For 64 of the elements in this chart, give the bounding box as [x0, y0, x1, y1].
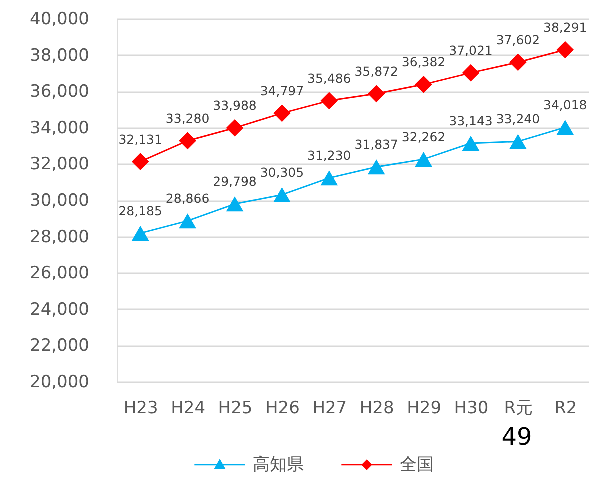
y-tick-label: 22,000: [30, 336, 90, 356]
legend-label: 高知県: [253, 455, 304, 475]
point: [368, 160, 386, 175]
data-label: 32,131: [118, 132, 162, 147]
x-tick-label: H26: [265, 398, 300, 418]
x-tick-label: H28: [360, 398, 394, 418]
x-tick-label: H24: [171, 398, 206, 418]
data-label: 36,382: [402, 54, 446, 70]
y-tick-label: 28,000: [30, 227, 90, 248]
point: [368, 85, 386, 103]
point: [556, 41, 574, 59]
y-tick-label: 26,000: [30, 264, 90, 284]
data-label: 29,798: [213, 174, 257, 190]
y-tick-label: 24,000: [30, 300, 90, 320]
x-tick-label: H25: [218, 398, 253, 418]
data-label: 28,185: [118, 203, 162, 218]
data-label: 34,018: [544, 98, 588, 113]
x-tick-label: H23: [124, 398, 158, 418]
data-label: 38,291: [544, 20, 588, 36]
point: [132, 153, 150, 170]
x-tick-label: H27: [312, 398, 348, 418]
data-label: 28,866: [166, 191, 210, 206]
point: [179, 214, 196, 229]
data-label: 33,240: [496, 112, 540, 127]
point: [462, 64, 480, 82]
point: [226, 196, 244, 212]
x-tick-label: R元: [504, 398, 534, 418]
data-label: 31,230: [308, 148, 352, 164]
point: [510, 54, 527, 72]
y-tick-label: 36,000: [30, 82, 90, 102]
data-label: 37,021: [449, 43, 493, 58]
data-label: 34,797: [260, 83, 304, 98]
point: [510, 134, 527, 150]
point: [462, 136, 480, 151]
point: [415, 152, 432, 167]
x-tick-label: R2: [554, 398, 578, 418]
point: [274, 187, 291, 202]
x-tick-label: H29: [407, 398, 442, 418]
y-tick-label: 34,000: [30, 118, 90, 138]
point: [274, 104, 291, 122]
point: [320, 170, 338, 186]
legend-label: 全国: [400, 455, 434, 475]
y-tick-label: 40,000: [30, 10, 90, 30]
point: [415, 76, 432, 94]
point: [556, 120, 574, 136]
y-tick-label: 38,000: [30, 46, 90, 66]
y-tick-label: 30,000: [30, 191, 90, 211]
data-label: 32,262: [402, 129, 446, 144]
point: [179, 132, 196, 150]
data-label: 33,280: [166, 110, 210, 126]
data-label: 33,988: [213, 98, 257, 114]
y-tick-label: 32,000: [30, 154, 90, 175]
data-label: 35,486: [308, 70, 352, 86]
point: [320, 92, 338, 110]
y-tick-label: 20,000: [30, 372, 90, 392]
point: [226, 119, 244, 137]
data-label: 33,143: [449, 113, 493, 128]
x-tick-label: H30: [454, 398, 489, 418]
data-label: 31,837: [354, 137, 398, 152]
data-label: 30,305: [260, 164, 304, 180]
data-label: 37,602: [496, 32, 540, 48]
point: [132, 226, 150, 241]
text: 49: [502, 423, 532, 451]
data-label: 35,872: [354, 64, 398, 79]
